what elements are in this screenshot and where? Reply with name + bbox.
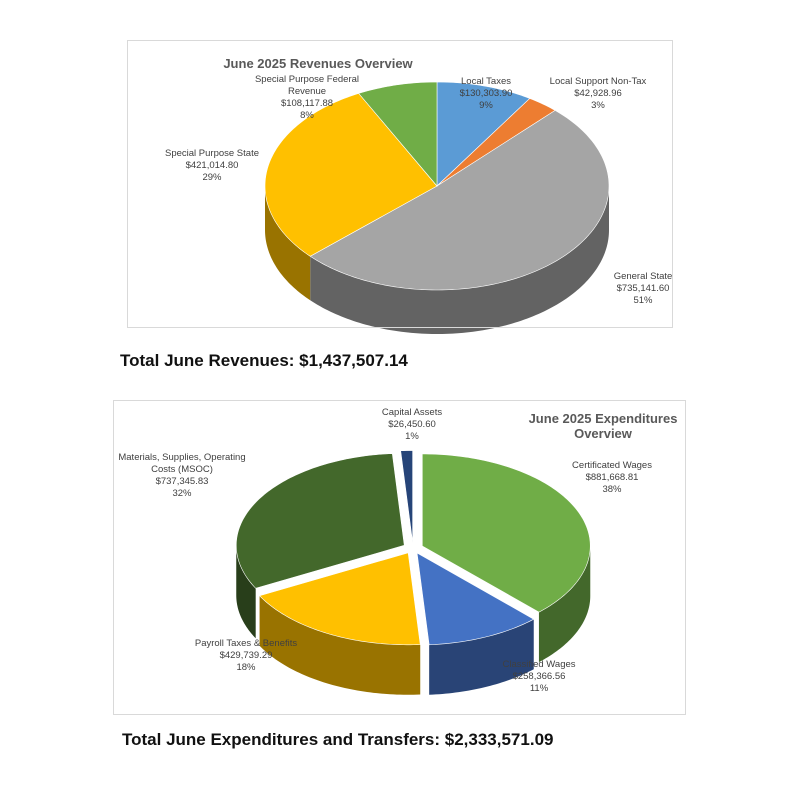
chart-frame [127,40,673,328]
slice-label: Certificated Wages $881,668.81 38% [562,460,662,496]
total-text: Total June Expenditures and Transfers: $… [122,730,554,749]
slice-share: 1% [405,431,419,442]
slice-share: 18% [236,662,256,673]
slice-share: 29% [202,172,222,183]
slice-share: 9% [479,100,493,111]
pie-slice [421,453,591,613]
slice-category: General State [613,271,673,282]
slice-share: 3% [591,100,605,111]
pie-slice [264,93,438,257]
slice-label: Special Purpose State $421,014.80 29% [157,148,267,184]
slice-share: 51% [633,295,653,306]
slice-amount: $881,668.81 [585,472,639,483]
slice-category: Special Purpose State [164,148,259,159]
slice-label: Materials, Supplies, Operating Costs (MS… [117,452,247,500]
slice-amount: $130,303.90 [459,88,513,99]
chart-frame [113,400,686,715]
total-text: Total June Revenues: $1,437,507.14 [120,351,408,370]
slice-amount: $108,117.88 [280,98,334,109]
slice-label: Special Purpose Federal Revenue $108,117.… [252,74,362,122]
slice-share: 38% [602,484,622,495]
slice-share: 8% [300,110,314,121]
slice-amount: $26,450.60 [388,419,436,430]
slice-category: Local Support Non-Tax [549,76,647,87]
pie-slice [235,453,405,589]
slice-category: Certificated Wages [572,460,652,471]
slice-amount: $258,366.56 [512,671,566,682]
slice-side [236,545,256,639]
slice-amount: $421,014.80 [185,160,239,171]
slice-share: 32% [172,488,192,499]
slice-category: Payroll Taxes & Benefits [194,638,298,649]
pie-slice [416,552,535,646]
slice-label: Capital Assets $26,450.60 1% [367,407,457,443]
slice-share: 11% [529,683,549,694]
slice-side [259,595,421,695]
slice-label: General State $735,141.60 51% [598,271,688,307]
slice-category: Local Taxes [461,76,511,87]
slice-side [429,619,534,695]
slice-side [310,186,609,334]
chart-title: June 2025 Expenditures Overview [528,411,678,441]
pie-slice [309,110,610,291]
pie-slice [436,81,531,187]
slice-side [538,545,591,663]
slice-label: Local Taxes $130,303.90 9% [441,76,531,112]
slice-label: Classified Wages $258,366.56 11% [489,659,589,695]
slice-amount: $737,345.83 [155,476,209,487]
pie-slice [259,552,421,646]
pie-slice [400,450,413,543]
slice-amount: $735,141.60 [616,283,670,294]
slice-category: Capital Assets [381,407,443,418]
pie-slice [358,81,438,187]
slice-amount: $42,928.96 [574,88,622,99]
pie-slice [436,98,556,187]
chart-title: June 2025 Revenues Overview [223,56,413,71]
slice-label: Payroll Taxes & Benefits $429,739.29 18% [181,638,311,674]
slice-category: Classified Wages [502,659,576,670]
slice-side [265,186,311,301]
slice-label: Local Support Non-Tax $42,928.96 3% [543,76,653,112]
slice-category: Special Purpose Federal Revenue [254,74,360,97]
slice-category: Materials, Supplies, Operating Costs (MS… [118,452,246,475]
slice-amount: $429,739.29 [219,650,273,661]
